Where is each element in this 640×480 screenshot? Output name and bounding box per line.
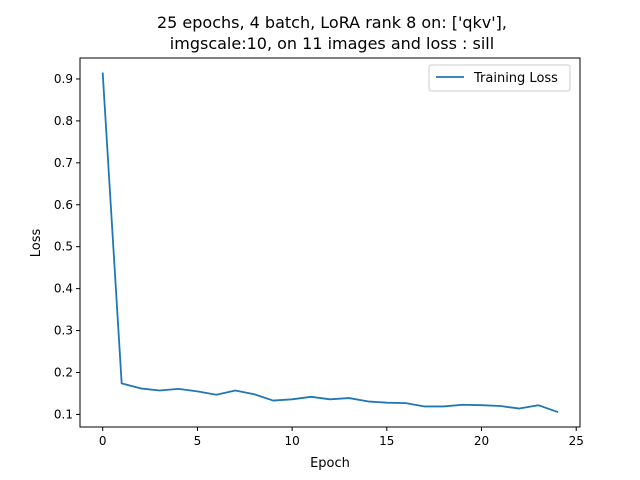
y-tick-label: 0.6 [54, 198, 73, 212]
y-tick-label: 0.3 [54, 324, 73, 338]
x-axis-label: Epoch [310, 456, 350, 471]
chart-title-line-1: 25 epochs, 4 batch, LoRA rank 8 on: ['qk… [157, 13, 507, 32]
y-tick-label: 0.8 [54, 114, 73, 128]
ticks-layer: 0 5 10 15 20 25 0.1 0.2 0.3 0.4 0.5 0.6 0.7 0.8 0.9 [54, 72, 584, 448]
y-tick-label: 0.7 [54, 156, 73, 170]
y-tick-label: 0.9 [54, 72, 73, 86]
plot-area-frame [79, 57, 581, 428]
series-line-training-loss [101, 72, 559, 414]
x-tick-label: 10 [284, 434, 299, 448]
x-tick-label: 25 [569, 434, 584, 448]
y-tick-label: 0.4 [54, 282, 73, 296]
chart-title-line-2: imgscale:10, on 11 images and loss : sil… [170, 34, 494, 53]
y-tick-label: 0.5 [54, 240, 73, 254]
y-tick-label: 0.1 [54, 407, 73, 421]
y-tick-label: 0.2 [54, 365, 73, 379]
x-tick-label: 5 [194, 434, 202, 448]
y-axis-label: Loss [29, 229, 44, 258]
x-tick-label: 15 [379, 434, 394, 448]
x-tick-label: 20 [474, 434, 489, 448]
x-tick-label: 0 [99, 434, 107, 448]
legend-box [428, 64, 571, 92]
series-layer [101, 72, 559, 414]
legend: Training Loss [428, 64, 571, 92]
legend-label-training-loss: Training Loss [473, 71, 558, 86]
